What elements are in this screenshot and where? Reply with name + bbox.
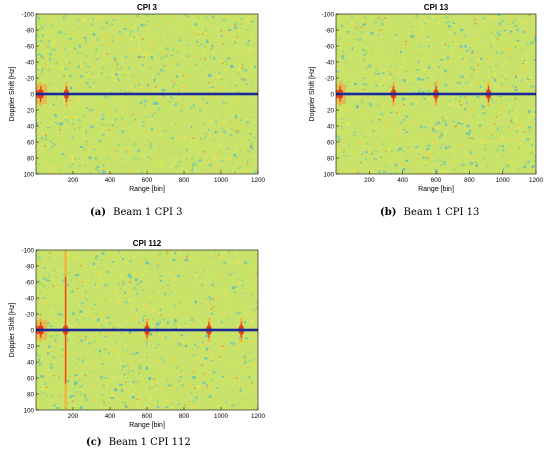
figure-caption: (c) Beam 1 CPI 112 [86,437,191,448]
chart-panel-cpi-112: CPI 112 -100 -80 -60 -40 -20 0 20 40 60 80 100 200 40… [0,236,276,451]
x-axis-label: Range [bin] [418,186,454,193]
x-axis-label: Range [bin] [129,422,165,429]
y-tick-label: 20 [27,343,35,350]
x-tick-label: 600 [431,177,442,184]
x-tick-label: 1200 [529,177,544,184]
heatmap-field [36,14,258,174]
figure-caption: (a) Beam 1 CPI 3 [90,207,182,218]
y-tick-label: 80 [27,391,35,398]
heatmap-field [36,250,258,410]
y-tick-label: -60 [325,43,335,50]
heatmap-svg: -100 -80 -60 -40 -20 0 20 40 60 80 100 200 400 600 800… [9,247,266,429]
caption-text: Beam 1 CPI 3 [109,207,183,218]
caption-label: (c) [86,437,102,448]
x-tick-label: 200 [68,413,79,420]
x-tick-label: 200 [68,177,79,184]
y-tick-label: 100 [323,171,334,178]
chart-title: CPI 3 [136,3,157,12]
y-tick-label: -20 [325,75,335,82]
x-tick-label: 400 [105,177,116,184]
x-axis-label: Range [bin] [129,186,165,193]
y-axis-label: Doppler Shift [Hz] [309,67,316,122]
x-tick-label: 1200 [251,177,266,184]
x-tick-label: 600 [142,177,153,184]
y-tick-label: 40 [27,123,35,130]
y-tick-label: -60 [25,279,35,286]
caption-text: Beam 1 CPI 13 [400,207,480,218]
y-tick-label: 80 [27,155,35,162]
y-tick-label: -100 [321,11,334,18]
figure-caption: (b) Beam 1 CPI 13 [380,207,479,218]
y-tick-label: -20 [25,75,35,82]
x-tick-label: 400 [397,177,408,184]
heatmap-field [336,14,536,174]
y-tick-label: -80 [25,27,35,34]
zero-doppler-ridge [36,92,258,96]
x-tick-label: 1000 [496,177,511,184]
y-tick-label: 0 [330,91,334,98]
chart-panel-cpi-3: CPI 3 -100 -80 -60 -40 -20 0 20 40 60 80 100 200 400 6… [0,0,276,221]
y-tick-label: 60 [27,375,35,382]
caption-label: (b) [380,207,397,218]
y-tick-label: -40 [25,59,35,66]
x-tick-label: 800 [179,177,190,184]
x-tick-label: 600 [142,413,153,420]
y-tick-label: 0 [30,327,34,334]
chart-title: CPI 13 [423,3,449,12]
y-tick-label: 100 [23,407,34,414]
y-tick-label: 60 [327,139,335,146]
y-tick-label: 40 [27,359,35,366]
x-tick-label: 800 [464,177,475,184]
y-tick-label: -80 [25,263,35,270]
y-tick-label: -40 [25,295,35,302]
caption-text: Beam 1 CPI 112 [105,437,191,448]
y-axis-label: Doppler Shift [Hz] [9,67,16,122]
y-tick-label: -100 [21,11,34,18]
y-tick-label: 60 [27,139,35,146]
x-tick-label: 400 [105,413,116,420]
x-tick-label: 800 [179,413,190,420]
y-tick-label: 100 [23,171,34,178]
y-axis-label: Doppler Shift [Hz] [9,303,16,358]
chart-panel-cpi-13: CPI 13 -100 -80 -60 -40 -20 0 20 40 60 80 100 200 400… [272,0,550,221]
y-tick-label: 80 [327,155,335,162]
y-tick-label: 0 [30,91,34,98]
zero-doppler-ridge [36,328,258,332]
chart-title: CPI 112 [132,239,162,248]
x-tick-label: 1000 [214,413,229,420]
x-tick-label: 1200 [251,413,266,420]
y-tick-label: -100 [21,247,34,254]
y-tick-label: -40 [325,59,335,66]
x-tick-label: 200 [364,177,375,184]
y-tick-label: -80 [325,27,335,34]
y-tick-label: 40 [327,123,335,130]
heatmap-svg: -100 -80 -60 -40 -20 0 20 40 60 80 100 200 400 600 800… [9,11,266,193]
y-tick-label: -60 [25,43,35,50]
caption-label: (a) [90,207,106,218]
y-tick-label: 20 [327,107,335,114]
zero-doppler-ridge [336,92,536,96]
y-tick-label: 20 [27,107,35,114]
heatmap-svg: -100 -80 -60 -40 -20 0 20 40 60 80 100 200 400 600 800… [309,11,544,193]
x-tick-label: 1000 [214,177,229,184]
y-tick-label: -20 [25,311,35,318]
